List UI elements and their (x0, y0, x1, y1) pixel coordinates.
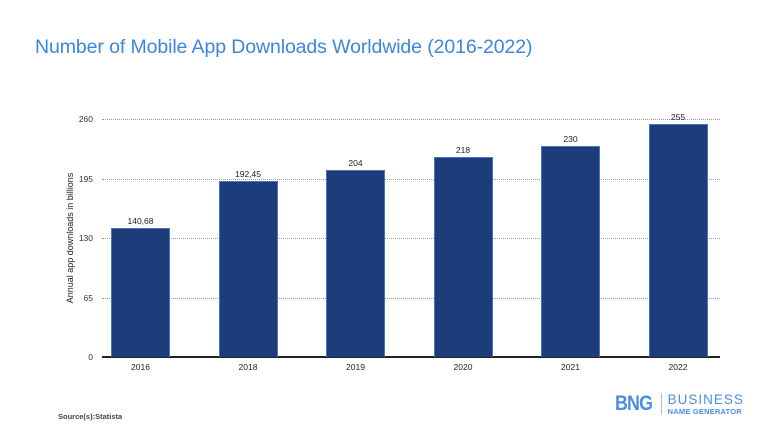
bar-2019 (326, 170, 385, 357)
bar-2018 (218, 180, 278, 357)
y-tick-label: 130 (78, 233, 93, 243)
x-axis-line (102, 356, 720, 358)
logo-line1: BUSINESS (667, 391, 744, 407)
y-tick-label: 260 (78, 114, 93, 124)
source-note: Source(s):Statista (58, 412, 123, 421)
y-tick-label: 195 (78, 173, 93, 184)
bar-2022 (648, 123, 708, 357)
gridline (102, 119, 720, 120)
logo-mark: BNG (615, 392, 653, 415)
bar-2016 (111, 228, 170, 357)
bar-2020 (433, 157, 493, 357)
bar-value-label: 218 (455, 145, 471, 156)
x-tick-label: 2020 (453, 362, 473, 372)
logo-line2: NAME GENERATOR (667, 407, 742, 416)
logo-divider (660, 393, 662, 415)
gridline (102, 178, 720, 180)
bar-value-label: 255 (670, 111, 686, 122)
x-tick-label: 2019 (346, 362, 365, 372)
bar-value-label: 192,45 (235, 168, 261, 179)
gridline (102, 238, 720, 239)
bng-logo: BNG BUSINESS NAME GENERATOR (615, 392, 744, 416)
x-tick-label: 2021 (561, 362, 580, 372)
x-tick-label: 2022 (668, 362, 688, 372)
gridline (102, 297, 720, 299)
bar-value-label: 230 (563, 134, 578, 145)
x-tick-label: 2018 (238, 362, 258, 372)
y-tick-label: 65 (83, 292, 93, 303)
bar-value-label: 204 (348, 158, 363, 169)
chart-title: Number of Mobile App Downloads Worldwide… (35, 36, 533, 58)
y-tick-label: 0 (88, 352, 93, 362)
x-tick-label: 2016 (131, 362, 150, 372)
bar-value-label: 140,68 (127, 216, 154, 227)
bar-2021 (541, 146, 600, 357)
